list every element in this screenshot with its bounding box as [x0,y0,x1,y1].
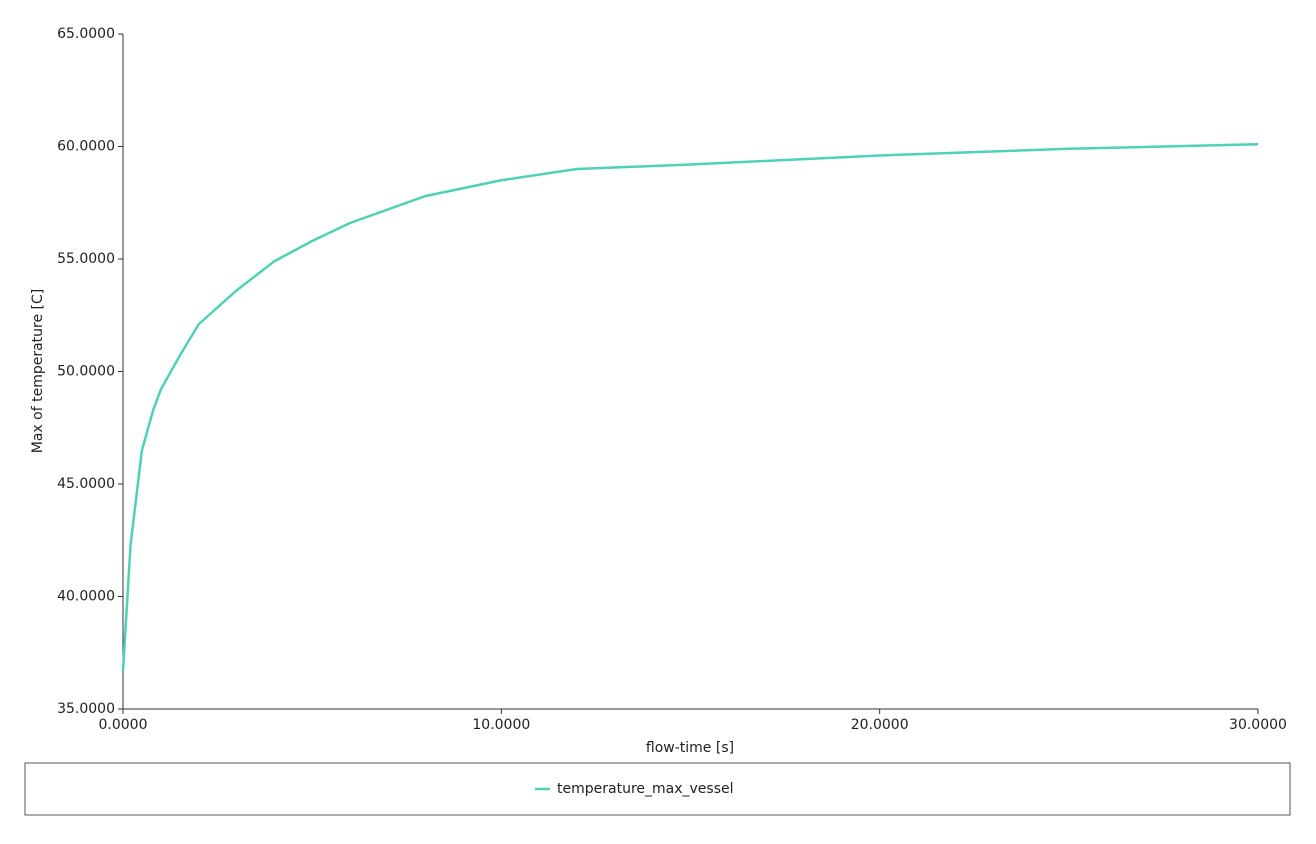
y-tick-label: 45.0000 [57,476,115,492]
y-tick-label: 35.0000 [57,701,115,717]
y-tick-label: 40.0000 [57,589,115,605]
x-tick-label: 10.0000 [472,717,530,733]
y-tick-label: 55.0000 [57,251,115,267]
x-tick-label: 0.0000 [99,717,148,733]
y-tick-label: 50.0000 [57,364,115,380]
y-axis-title: Max of temperature [C] [30,289,46,454]
y-tick-label: 60.0000 [57,139,115,155]
legend-label: temperature_max_vessel [557,781,734,797]
legend-box [24,762,1291,816]
x-tick-label: 30.0000 [1229,717,1287,733]
data-line [121,143,1259,671]
x-tick-label: 20.0000 [851,717,909,733]
y-tick-label: 65.0000 [57,26,115,42]
x-axis-title: flow-time [s] [646,740,734,756]
